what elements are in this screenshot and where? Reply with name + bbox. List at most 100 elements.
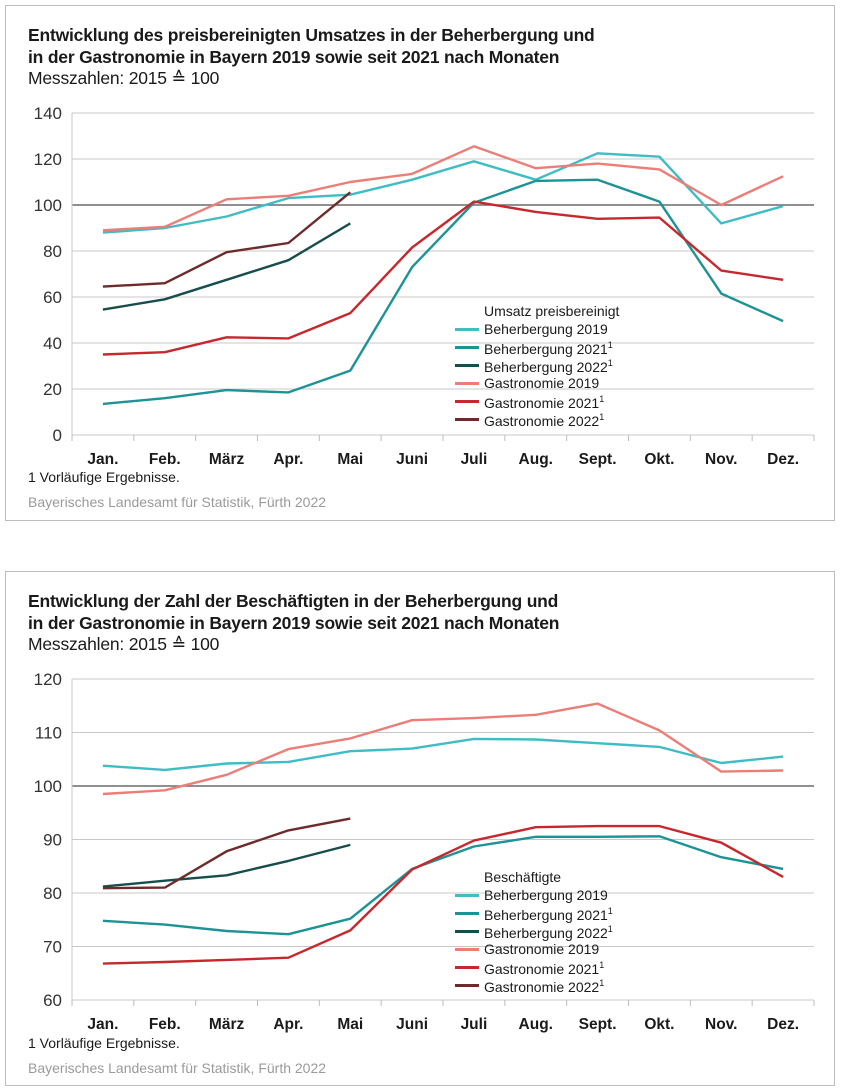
legend-label: Beherbergung 20221	[484, 358, 613, 375]
footnote-marker: 1	[599, 412, 605, 422]
chart-title-line-1: Entwicklung der Zahl der Beschäftigten i…	[28, 591, 559, 611]
y-tick-label: 70	[43, 938, 62, 957]
legend-label: Gastronomie 2019	[484, 941, 600, 957]
legend-label: Beherbergung 20211	[484, 340, 613, 357]
legend-item: Beherbergung 20211	[455, 904, 613, 923]
chart-title-line-2: in der Gastronomie in Bayern 2019 sowie …	[28, 47, 560, 67]
x-tick-label: Juni	[396, 451, 428, 468]
x-tick-label: Nov.	[705, 1016, 737, 1033]
y-gridlines: 60 70 80 90 100 110 120	[34, 670, 814, 1010]
x-tick-label: Nov.	[705, 451, 737, 468]
legend-item: Beherbergung 2019	[455, 320, 619, 338]
x-tick-label: Dez.	[767, 451, 799, 468]
y-tick-label: 80	[43, 884, 62, 903]
x-tick-label: Sept.	[579, 451, 617, 468]
footnote-marker: 1	[607, 358, 613, 368]
chart-panel-beschaeftigte: Entwicklung der Zahl der Beschäftigten i…	[5, 571, 835, 1086]
x-tick-label: Feb.	[149, 451, 181, 468]
footnote-marker: 1	[607, 924, 613, 934]
legend-label: Beherbergung 20221	[484, 924, 613, 941]
x-tick-label: Okt.	[644, 451, 674, 468]
chart-title: Entwicklung des preisbereinigten Umsatze…	[28, 24, 595, 68]
legend-swatch	[455, 327, 479, 331]
y-tick-label: 100	[34, 777, 62, 796]
series-line-beherbergung-2021	[102, 178, 784, 406]
x-tick-label: Jan.	[87, 451, 118, 468]
legend-item: Beherbergung 20221	[455, 356, 619, 375]
x-tick-label: Juli	[461, 451, 488, 468]
legend-label: Beherbergung 20211	[484, 906, 613, 923]
x-tick-label: Juni	[396, 1016, 428, 1033]
legend-swatch	[455, 363, 479, 367]
chart-legend: Beschäftigte Beherbergung 2019 Beherbergun…	[455, 868, 613, 995]
footnote-marker: 1	[607, 340, 613, 350]
x-tick-label: Apr.	[273, 451, 303, 468]
x-tick-label: Jan.	[87, 1016, 118, 1033]
y-tick-label: 120	[34, 670, 62, 689]
x-axis: Jan. Feb. März Apr. Mai Juni Juli Aug. Sept. Okt.…	[71, 1000, 815, 1033]
series-line-beherbergung-2019	[102, 152, 784, 234]
legend-swatch	[455, 929, 479, 933]
y-tick-label: 140	[34, 104, 62, 123]
x-tick-label: Mai	[337, 1016, 363, 1033]
legend-swatch	[455, 893, 479, 897]
series-line-gastronomie-2021	[102, 824, 784, 965]
chart-title: Entwicklung der Zahl der Beschäftigten i…	[28, 590, 559, 634]
x-tick-label: Feb.	[149, 1016, 181, 1033]
x-tick-label: Dez.	[767, 1016, 799, 1033]
y-tick-label: 40	[43, 334, 62, 353]
footnote-marker: 1	[599, 960, 605, 970]
x-tick-label: März	[209, 1016, 245, 1033]
chart-legend: Umsatz preisbereinigt Beherbergung 2019 Be…	[455, 302, 619, 429]
legend-item: Gastronomie 20211	[455, 958, 613, 977]
x-tick-label: Juli	[461, 1016, 488, 1033]
chart-title-line-2: in der Gastronomie in Bayern 2019 sowie …	[28, 613, 560, 633]
x-tick-label: März	[209, 451, 245, 468]
footnote-marker: 1	[607, 906, 613, 916]
legend-item: Gastronomie 2019	[455, 374, 619, 392]
chart-source: Bayerisches Landesamt für Statistik, Für…	[28, 1060, 327, 1076]
legend-swatch	[455, 345, 479, 349]
x-tick-label: Aug.	[519, 1016, 553, 1033]
x-axis: Jan. Feb. März Apr. Mai Juni Juli Aug. Sept. Okt.…	[71, 435, 815, 468]
y-tick-label: 110	[35, 724, 62, 743]
series-line-gastronomie-2022	[102, 191, 352, 288]
line-chart-umsatz: 0 20 40 60 80 100 120 140 Jan. Feb. März Apr. Mai Jun…	[34, 104, 815, 468]
chart-subtitle: Messzahlen: 2015 ≙ 100	[28, 68, 220, 88]
series-line-gastronomie-2021	[102, 200, 784, 356]
legend-item: Gastronomie 20221	[455, 976, 613, 995]
y-tick-label: 60	[43, 991, 62, 1010]
x-tick-label: Mai	[337, 451, 363, 468]
legend-item: Beherbergung 2019	[455, 886, 613, 904]
chart-footnote: 1 Vorläufige Ergebnisse.	[28, 1035, 180, 1051]
x-tick-label: Sept.	[579, 1016, 617, 1033]
series-line-beherbergung-2022	[102, 843, 351, 888]
series-line-gastronomie-2022	[102, 817, 351, 890]
legend-swatch	[455, 947, 479, 951]
series-line-beherbergung-2022	[102, 222, 351, 311]
legend-item: Gastronomie 2019	[455, 940, 613, 958]
legend-item: Beherbergung 20221	[455, 922, 613, 941]
chart-source: Bayerisches Landesamt für Statistik, Für…	[28, 494, 327, 510]
legend-swatch	[455, 399, 479, 403]
legend-title: Beschäftigte	[484, 869, 562, 885]
footnote-marker: 1	[599, 978, 605, 988]
chart-title-line-1: Entwicklung des preisbereinigten Umsatze…	[28, 25, 595, 45]
legend-item: Gastronomie 20211	[455, 392, 619, 411]
y-tick-label: 80	[43, 242, 62, 261]
legend-label: Gastronomie 20221	[484, 978, 605, 995]
chart-footnote: 1 Vorläufige Ergebnisse.	[28, 469, 180, 485]
y-tick-label: 90	[43, 831, 62, 850]
legend-swatch	[455, 381, 479, 385]
series-line-beherbergung-2019	[102, 737, 784, 772]
legend-item: Gastronomie 20221	[455, 410, 619, 429]
footnote-marker: 1	[599, 394, 605, 404]
line-chart-beschaeftigte: 60 70 80 90 100 110 120 Jan. Feb. März Apr. Mai Juni…	[34, 670, 815, 1033]
series-line-gastronomie-2019	[102, 702, 784, 796]
series-line-beherbergung-2021	[102, 835, 784, 936]
legend-label: Beherbergung 2019	[484, 321, 608, 337]
legend-label: Gastronomie 20211	[484, 394, 605, 411]
legend-item: Beherbergung 20211	[455, 338, 619, 357]
x-tick-label: Apr.	[273, 1016, 303, 1033]
x-tick-label: Aug.	[519, 451, 553, 468]
